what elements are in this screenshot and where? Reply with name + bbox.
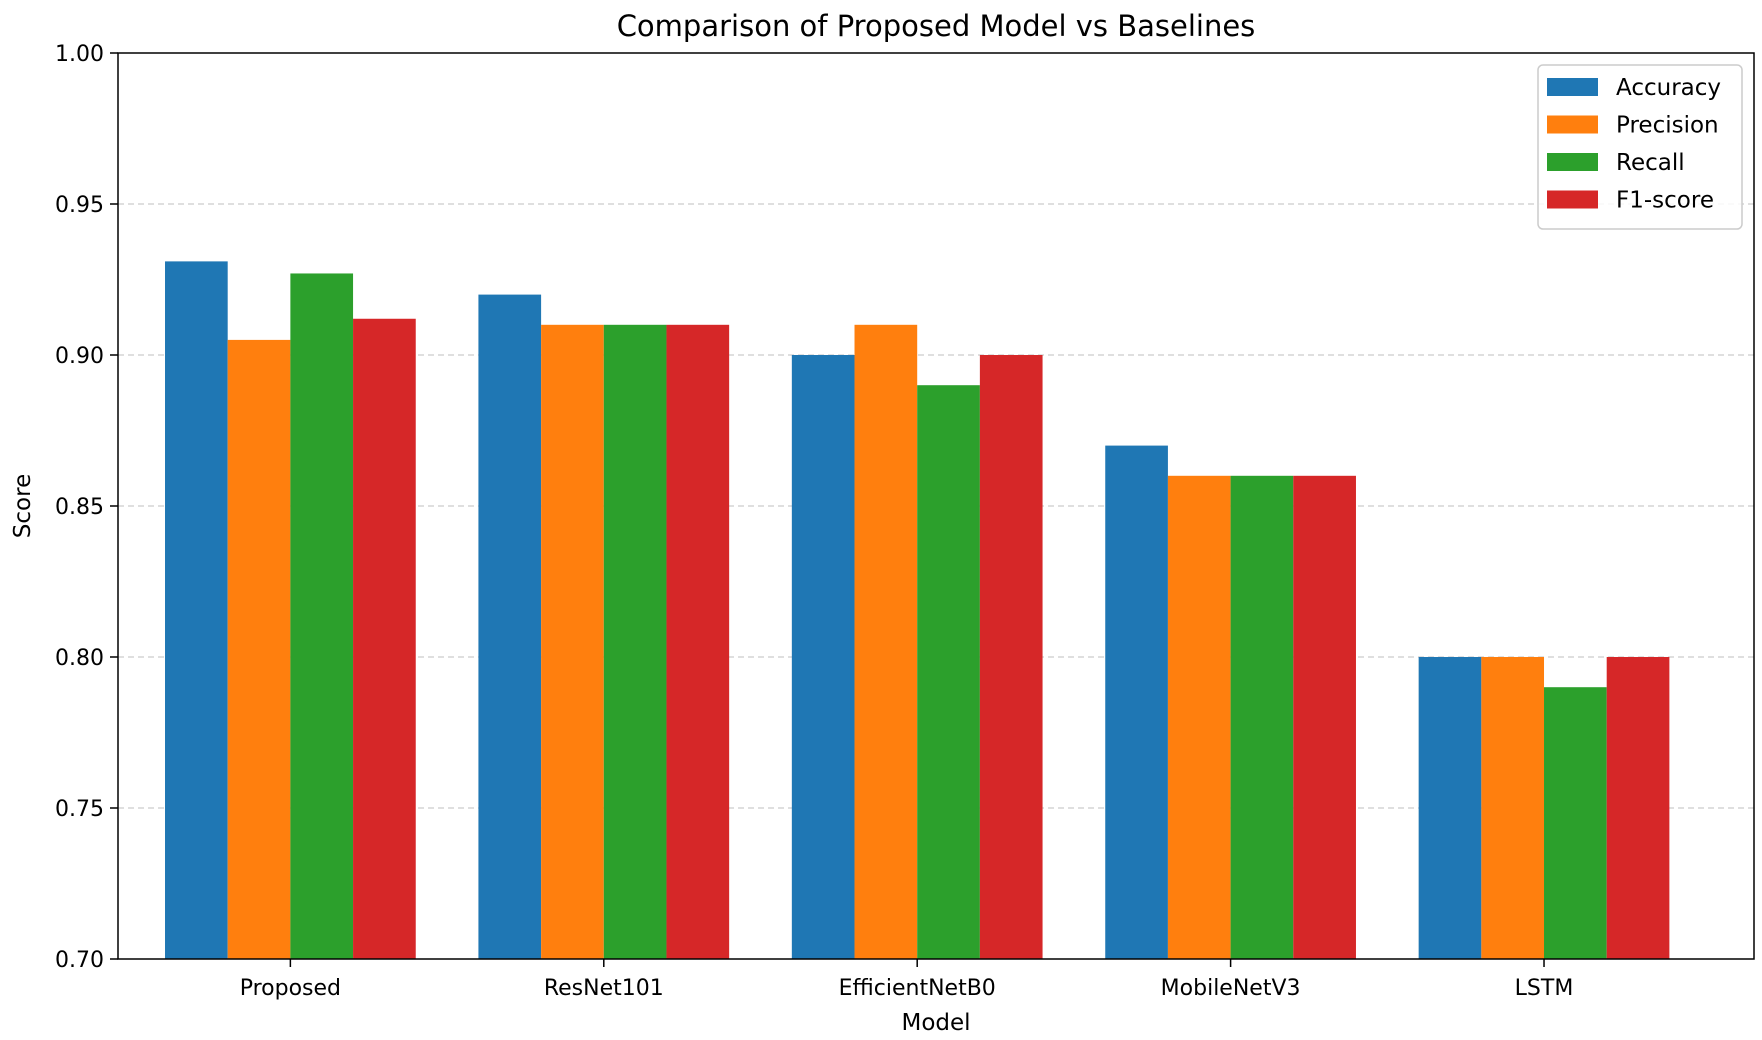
x-tick-label: LSTM <box>1515 976 1574 1001</box>
bar-proposed-accuracy <box>165 261 228 959</box>
y-axis-label: Score <box>10 474 36 538</box>
bar-efficientnetb0-recall <box>917 385 980 959</box>
y-tick-label: 1.00 <box>55 42 104 67</box>
bar-resnet101-f1-score <box>666 324 730 959</box>
y-tick-label: 0.80 <box>55 646 104 671</box>
chart-title: Comparison of Proposed Model vs Baseline… <box>617 9 1256 43</box>
y-tick-label: 0.90 <box>55 344 104 369</box>
bar-efficientnetb0-accuracy <box>791 355 855 959</box>
legend: Accuracy Precision Recall F1-score <box>1537 64 1743 230</box>
y-tick-label: 0.95 <box>55 193 104 218</box>
legend-label-precision: Precision <box>1616 113 1719 139</box>
bar-mobilenetv3-accuracy <box>1105 445 1168 960</box>
y-tick-label: 0.70 <box>55 948 104 973</box>
y-tick-label: 0.85 <box>55 495 104 520</box>
y-tick-label: 0.75 <box>55 797 104 822</box>
bar-lstm-f1-score <box>1606 657 1670 959</box>
bar-resnet101-accuracy <box>478 294 542 960</box>
bar-mobilenetv3-f1-score <box>1293 475 1356 959</box>
legend-box <box>1537 64 1743 230</box>
bar-efficientnetb0-precision <box>854 324 918 959</box>
legend-label-f1-score: F1-score <box>1616 188 1714 214</box>
bar-resnet101-precision <box>541 324 604 959</box>
bar-efficientnetb0-f1-score <box>979 355 1043 959</box>
x-tick-label: EfficientNetB0 <box>839 976 996 1001</box>
legend-swatch-accuracy <box>1547 78 1598 96</box>
legend-label-recall: Recall <box>1616 150 1685 176</box>
x-axis-label: Model <box>901 1010 970 1036</box>
bar-lstm-accuracy <box>1418 657 1482 959</box>
bar-proposed-precision <box>227 339 291 959</box>
legend-label-accuracy: Accuracy <box>1616 75 1721 101</box>
bar-lstm-precision <box>1481 657 1545 959</box>
bar-proposed-f1-score <box>353 318 416 959</box>
legend-swatch-recall <box>1547 153 1598 171</box>
bar-lstm-recall <box>1544 687 1607 959</box>
x-tick-label: Proposed <box>240 976 341 1001</box>
y-axis-ticks: 0.70 0.75 0.80 0.85 0.90 0.95 1.00 <box>55 42 118 973</box>
bar-proposed-recall <box>290 273 354 960</box>
x-axis-ticks: Proposed ResNet101 EfficientNetB0 MobileNet… <box>240 959 1574 1001</box>
legend-swatch-precision <box>1547 115 1598 134</box>
bar-mobilenetv3-recall <box>1230 475 1294 959</box>
x-tick-label: MobileNetV3 <box>1161 976 1301 1001</box>
bar-resnet101-recall <box>603 324 667 959</box>
x-tick-label: ResNet101 <box>544 976 664 1001</box>
bar-mobilenetv3-precision <box>1167 475 1231 959</box>
legend-swatch-f1-score <box>1547 190 1598 209</box>
bars <box>165 261 1670 960</box>
